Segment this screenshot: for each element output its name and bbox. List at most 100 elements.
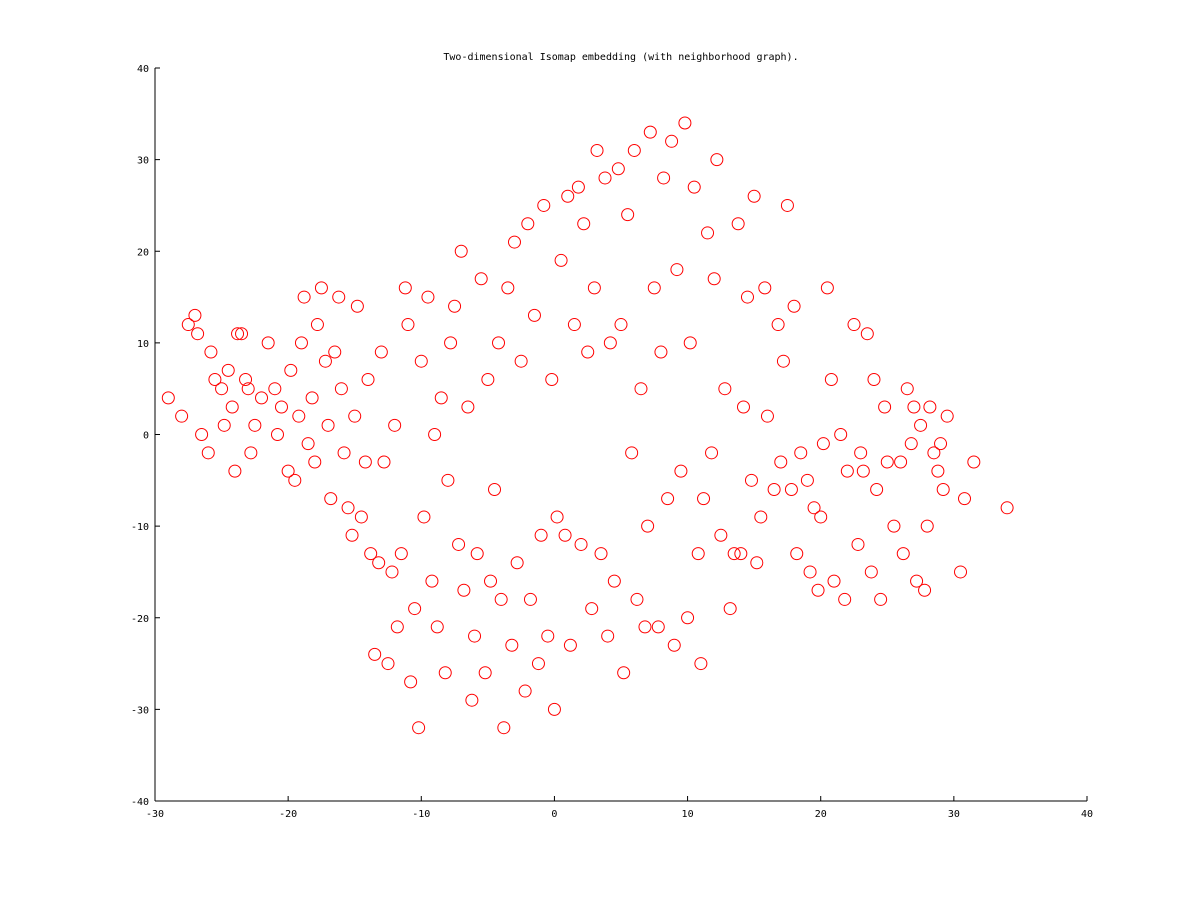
data-point (803, 565, 817, 579)
data-point (784, 482, 798, 496)
data-point (434, 391, 448, 405)
data-point (747, 189, 761, 203)
data-point (878, 400, 892, 414)
data-point (345, 528, 359, 542)
data-point (894, 455, 908, 469)
data-point (421, 290, 435, 304)
y-tick-label: -20 (131, 614, 149, 625)
data-point (561, 189, 575, 203)
data-point (705, 446, 719, 460)
data-point (208, 373, 222, 387)
data-point (457, 583, 471, 597)
data-point (527, 308, 541, 322)
data-point (321, 418, 335, 432)
data-point (484, 574, 498, 588)
data-point (654, 345, 668, 359)
data-point (188, 308, 202, 322)
data-point (851, 537, 865, 551)
data-point (694, 657, 708, 671)
data-point (1000, 501, 1014, 515)
data-point (727, 547, 741, 561)
data-point (281, 464, 295, 478)
data-point (248, 418, 262, 432)
data-point (231, 327, 245, 341)
x-tick-label: 20 (815, 809, 827, 820)
data-point (430, 620, 444, 634)
data-point (750, 556, 764, 570)
data-point (814, 510, 828, 524)
data-point (760, 409, 774, 423)
data-point (465, 693, 479, 707)
data-point (678, 116, 692, 130)
chart-title: Two-dimensional Isomap embedding (with n… (443, 52, 798, 63)
data-point (195, 428, 209, 441)
data-point (867, 373, 881, 387)
data-point (670, 263, 684, 277)
data-point (856, 464, 870, 478)
data-point (776, 354, 790, 368)
data-point (647, 281, 661, 295)
data-point (461, 400, 475, 414)
data-point (585, 602, 599, 616)
data-point (687, 180, 701, 194)
data-point (854, 446, 868, 460)
x-tick-label: 40 (1081, 809, 1093, 820)
data-point (354, 510, 368, 524)
data-point (239, 373, 253, 387)
data-point (697, 492, 711, 506)
y-tick-label: -40 (131, 797, 149, 808)
data-point (860, 327, 874, 341)
data-point (594, 547, 608, 561)
data-point (228, 464, 242, 478)
data-point (674, 464, 688, 478)
data-point (492, 336, 506, 350)
data-point (523, 592, 537, 606)
data-point (235, 327, 249, 341)
data-point (161, 391, 175, 405)
data-point (534, 528, 548, 542)
x-tick-label: -30 (146, 809, 164, 820)
data-point (967, 455, 981, 469)
data-point (771, 318, 785, 332)
data-point (505, 638, 519, 652)
data-point (601, 629, 615, 643)
data-point (374, 345, 388, 359)
data-point (372, 556, 386, 570)
data-point (900, 382, 914, 396)
data-point (417, 510, 431, 524)
data-point (581, 345, 595, 359)
data-point (478, 666, 492, 680)
data-point (547, 702, 561, 716)
data-point (385, 565, 399, 579)
data-point (627, 143, 641, 157)
data-point (244, 446, 258, 460)
data-point (758, 281, 772, 295)
data-point (497, 721, 511, 735)
data-point (310, 318, 324, 332)
data-point (518, 684, 532, 698)
data-point (398, 281, 412, 295)
data-point (574, 537, 588, 551)
data-point (718, 382, 732, 396)
data-point (710, 153, 724, 167)
data-point (954, 565, 968, 579)
y-tick-label: -30 (131, 705, 149, 716)
data-point (318, 354, 332, 368)
data-point (215, 382, 229, 396)
data-point (301, 437, 315, 451)
data-point (452, 537, 466, 551)
data-point (468, 629, 482, 643)
y-tick-label: -10 (131, 522, 149, 533)
data-point (428, 428, 442, 441)
data-point (404, 675, 418, 689)
data-point (341, 501, 355, 515)
x-tick-label: 10 (682, 809, 694, 820)
data-point (288, 473, 302, 487)
data-point (337, 446, 351, 460)
data-point (617, 666, 631, 680)
data-point (274, 400, 288, 414)
data-point (731, 217, 745, 231)
data-point (438, 666, 452, 680)
data-point (587, 281, 601, 295)
